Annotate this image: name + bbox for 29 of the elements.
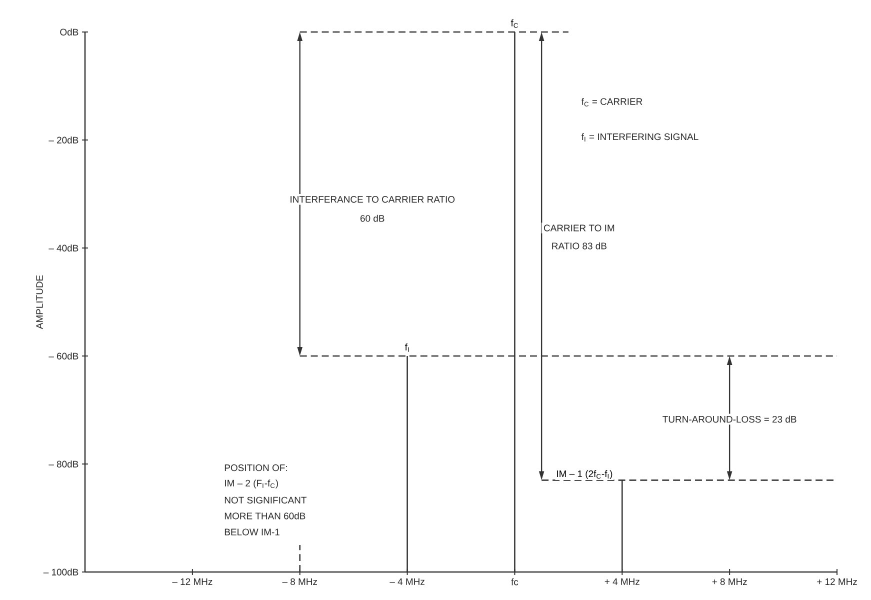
y-tick-label: – 80dB — [48, 460, 78, 468]
x-tick-label: + 4 MHz — [604, 578, 640, 585]
annotation: IM – 1 (2f$_{C}$-f$_{I}$) — [557, 470, 612, 479]
x-tick-label: – 12 MHz — [172, 578, 212, 585]
x-tick-label: + 12 MHz — [817, 578, 857, 585]
x-tick-label: – 4 MHz — [390, 578, 424, 585]
x-tick-label: + 8 MHz — [712, 578, 747, 586]
annotation: RATIO 83 dB — [552, 242, 606, 250]
x-tick-label: fc — [511, 578, 518, 586]
annotation: TURN-AROUND-LOSS = 23 dB — [662, 416, 796, 423]
y-tick-label: – 20dB — [48, 136, 78, 144]
annotation: 60 dB — [360, 214, 384, 222]
annotation: f$_{I}$ = INTERFERING SIGNAL — [582, 133, 698, 142]
annotation: INTERFERANCE TO CARRIER RATIO — [290, 196, 455, 203]
y-tick-label: – 100dB — [43, 568, 78, 576]
x-tick-label: – 8 MHz — [282, 578, 317, 586]
annotation: f$_{C}$ = CARRIER — [582, 98, 642, 106]
y-tick-label: – 60dB — [48, 352, 78, 360]
y-axis-title: AMPLITUDE — [36, 275, 43, 330]
annotation: BELOW IM-1 — [224, 528, 280, 536]
annotation: POSITION OF: — [224, 464, 287, 472]
annotation: IM – 2 (F$_{I}$-f$_{C}$) — [225, 480, 278, 488]
y-tick-label: – 40dB — [48, 244, 78, 252]
y-tick-label: OdB — [60, 28, 78, 36]
annotation: f$_{C}$ — [510, 19, 518, 28]
annotation: CARRIER TO IM — [544, 224, 614, 232]
annotation: NOT SIGNIFICANT — [224, 496, 306, 504]
annotation: f$_{I}$ — [404, 343, 409, 352]
annotation: MORE THAN 60dB — [224, 512, 306, 520]
